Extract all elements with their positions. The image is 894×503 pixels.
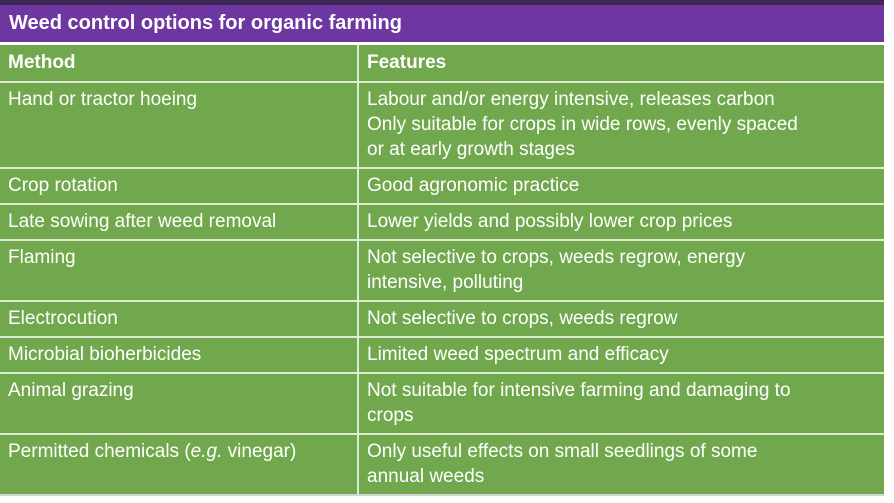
features-cell: Not selective to crops, weeds regrow, en… bbox=[357, 241, 884, 300]
method-cell: Animal grazing bbox=[8, 380, 134, 401]
table-row: Flaming Not selective to crops, weeds re… bbox=[0, 239, 884, 300]
table-title-bar: Weed control options for organic farming bbox=[0, 0, 884, 42]
features-cell: Only useful effects on small seedlings o… bbox=[357, 435, 884, 494]
method-text-italic: e.g. bbox=[190, 441, 223, 462]
table-title: Weed control options for organic farming bbox=[9, 12, 402, 34]
method-text-prefix: Permitted chemicals ( bbox=[8, 441, 191, 462]
method-cell: Crop rotation bbox=[8, 175, 118, 196]
table-row: Animal grazing Not suitable for intensiv… bbox=[0, 372, 884, 433]
features-cell: Good agronomic practice bbox=[357, 169, 884, 203]
header-row: Method Features bbox=[0, 45, 884, 81]
method-cell: Microbial bioherbicides bbox=[8, 344, 202, 365]
features-cell: Not selective to crops, weeds regrow bbox=[357, 302, 884, 336]
table-grid: Method Features Hand or tractor hoeing L… bbox=[0, 45, 884, 496]
weed-control-table: Weed control options for organic farming… bbox=[0, 0, 884, 496]
method-cell: Late sowing after weed removal bbox=[8, 211, 277, 232]
method-cell: Hand or tractor hoeing bbox=[8, 89, 198, 110]
table-row: Hand or tractor hoeing Labour and/or ene… bbox=[0, 81, 884, 167]
table-row: Crop rotation Good agronomic practice bbox=[0, 167, 884, 203]
method-text-suffix: vinegar) bbox=[222, 441, 297, 462]
features-cell: Labour and/or energy intensive, releases… bbox=[357, 83, 884, 167]
features-cell: Limited weed spectrum and efficacy bbox=[357, 338, 884, 372]
table-row: Permitted chemicals (e.g. vinegar) Only … bbox=[0, 433, 884, 494]
method-cell: Permitted chemicals (e.g. vinegar) bbox=[0, 435, 357, 494]
method-cell: Electrocution bbox=[8, 308, 118, 329]
table-row: Microbial bioherbicides Limited weed spe… bbox=[0, 336, 884, 372]
method-cell: Flaming bbox=[8, 247, 76, 268]
method-column-header: Method bbox=[8, 52, 76, 73]
features-cell: Lower yields and possibly lower crop pri… bbox=[357, 205, 884, 239]
table-row: Late sowing after weed removal Lower yie… bbox=[0, 203, 884, 239]
features-cell: Not suitable for intensive farming and d… bbox=[357, 374, 884, 433]
table-row: Electrocution Not selective to crops, we… bbox=[0, 300, 884, 336]
features-column-header: Features bbox=[357, 45, 884, 81]
